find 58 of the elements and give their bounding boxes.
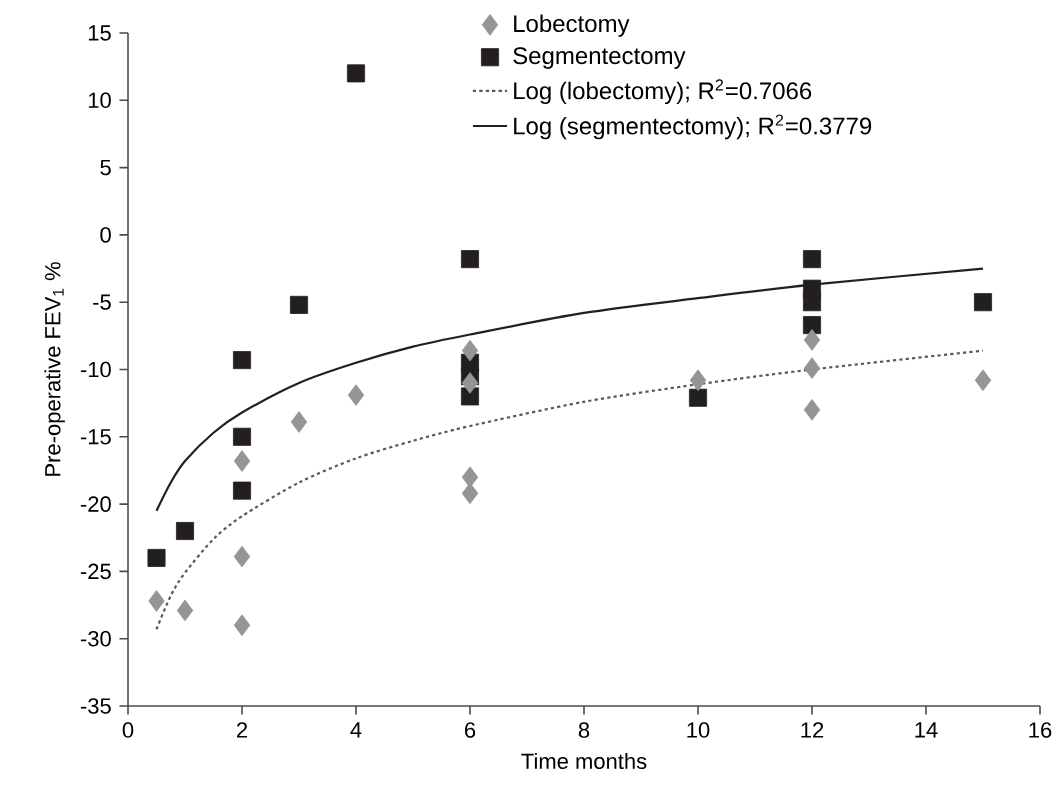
y-tick-label: -5 [93, 294, 111, 310]
point [176, 599, 194, 622]
y-tick-label: -35 [80, 698, 111, 714]
point [347, 64, 366, 83]
y-tick-label: -20 [80, 496, 111, 512]
y-axis-title: Pre-operative FEV$_{1}$ % [44, 262, 65, 476]
point [461, 250, 479, 269]
line-series [155, 267, 985, 512]
y-tick-label: -15 [80, 429, 111, 445]
x-tick-label: 0 [122, 722, 134, 738]
x-tick-label: 16 [1029, 722, 1052, 738]
point [689, 388, 708, 407]
point [290, 295, 309, 314]
point [803, 250, 821, 269]
point [461, 466, 479, 488]
point [803, 316, 821, 335]
point [148, 590, 165, 612]
y-tick-label: -30 [80, 630, 111, 647]
point [803, 293, 821, 312]
x-tick-label: 8 [578, 722, 590, 738]
x-axis-title: Time months [521, 752, 647, 770]
legend-label: Segmentectomy [513, 47, 686, 69]
point [347, 384, 365, 406]
point [233, 351, 251, 370]
y-tick-label: 10 [88, 92, 111, 109]
point [803, 357, 821, 379]
x-tick-label: 12 [801, 722, 824, 738]
point [461, 387, 479, 406]
point [689, 369, 707, 392]
line-series [155, 349, 985, 631]
y-tick-label: -10 [80, 361, 111, 378]
point [461, 339, 479, 362]
x-tick-label: 2 [236, 722, 248, 738]
x-tick-label: 4 [350, 722, 362, 738]
point [176, 522, 194, 541]
y-tick-label: 0 [100, 227, 111, 243]
x-tick-label: 10 [687, 722, 710, 738]
y-tick-label: 15 [88, 25, 111, 41]
point [461, 372, 479, 394]
point [803, 329, 821, 351]
point [233, 614, 251, 637]
point [233, 481, 251, 500]
point [233, 450, 251, 472]
point [803, 399, 821, 421]
x-tick-label: 6 [465, 722, 476, 738]
y-tick-label: -25 [80, 563, 111, 580]
legend-label: Log (lobectomy); R$^{2}$=0.7066 [514, 79, 812, 105]
legend-label: Log (segmentectomy); R$^{2}$=0.3779 [514, 114, 872, 140]
point [147, 548, 166, 567]
point [461, 482, 479, 505]
point [974, 369, 992, 392]
point [290, 411, 308, 433]
point [974, 293, 992, 312]
x-tick-label: 14 [915, 722, 938, 738]
point [233, 545, 251, 568]
point [233, 427, 251, 446]
y-tick-label: 5 [100, 159, 111, 176]
legend-label: Lobectomy [514, 14, 630, 37]
